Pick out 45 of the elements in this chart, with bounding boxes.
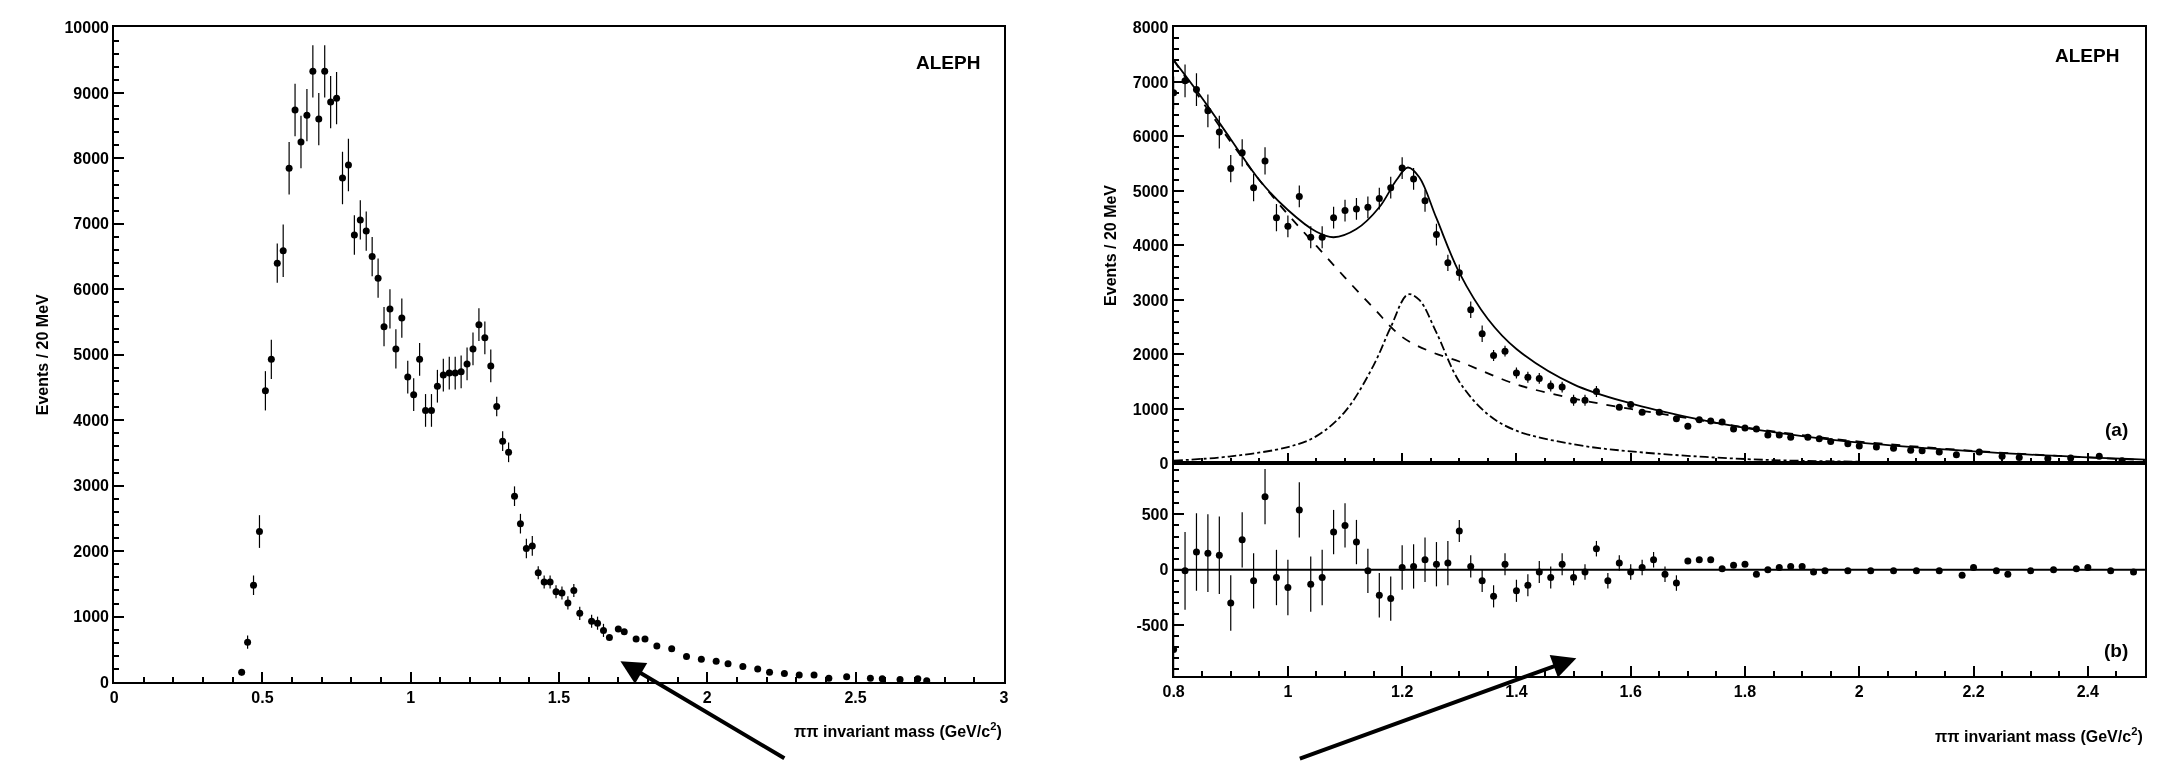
annotation: (b) [2104, 640, 2129, 661]
y-tick-label: 7000 [73, 215, 110, 233]
y-tick-label: 10000 [64, 19, 110, 37]
y-tick-label: 3000 [73, 477, 110, 495]
annotation: (a) [2105, 419, 2129, 440]
x-tick-label: 2.4 [2076, 683, 2100, 701]
y-tick-label: 0 [1159, 561, 1169, 579]
x-tick-label: 0.8 [1162, 683, 1185, 701]
y-tick-label: -500 [1136, 616, 1169, 634]
x-tick-label: 1 [1283, 683, 1293, 701]
x-tick-label: 2 [1854, 683, 1864, 701]
x-tick-label: 1.8 [1733, 683, 1757, 701]
x-tick-label: 1.6 [1619, 683, 1642, 701]
y-tick-label: 5000 [73, 346, 110, 364]
y-axis-title: Events / 20 MeV [33, 293, 51, 416]
x-axis-title: ππ invariant mass (GeV/c$^{2}$) [794, 720, 1002, 740]
y-tick-label: 7000 [1132, 73, 1169, 91]
y-tick-label: 2000 [73, 542, 110, 560]
annotation: ALEPH [2055, 45, 2120, 66]
annotation: ALEPH [916, 52, 981, 73]
x-axis-title: ππ invariant mass (GeV/c$^{2}$) [1935, 725, 2143, 745]
x-tick-label: 1.2 [1391, 683, 1414, 701]
y-tick-label: 4000 [1132, 237, 1169, 255]
x-tick-label: 1.4 [1505, 683, 1528, 701]
y-tick-label: 2000 [1132, 346, 1169, 364]
x-tick-label: 2 [702, 689, 712, 707]
y-tick-label: 8000 [1132, 19, 1169, 37]
y-tick-label: 9000 [73, 84, 110, 102]
x-tick-label: 1.5 [547, 689, 571, 707]
x-tick-label: 0.5 [251, 689, 274, 707]
y-axis-title: Events / 20 MeV [1102, 184, 1120, 306]
y-tick-label: 3000 [1132, 291, 1169, 309]
y-tick-label: 0 [1159, 454, 1169, 472]
y-tick-label: 6000 [73, 280, 110, 298]
x-tick-label: 2.5 [844, 689, 867, 707]
y-tick-label: 8000 [73, 150, 110, 167]
x-tick-label: 2.2 [1962, 683, 1985, 701]
y-tick-label: 5000 [1132, 182, 1169, 200]
x-tick-label: 1 [406, 689, 416, 707]
x-tick-label: 3 [999, 689, 1009, 707]
y-tick-label: 4000 [73, 411, 110, 429]
y-tick-label: 1000 [1132, 400, 1169, 418]
y-tick-label: 1000 [73, 608, 110, 626]
y-tick-label: 6000 [1132, 128, 1169, 146]
y-tick-label: 500 [1141, 505, 1169, 523]
